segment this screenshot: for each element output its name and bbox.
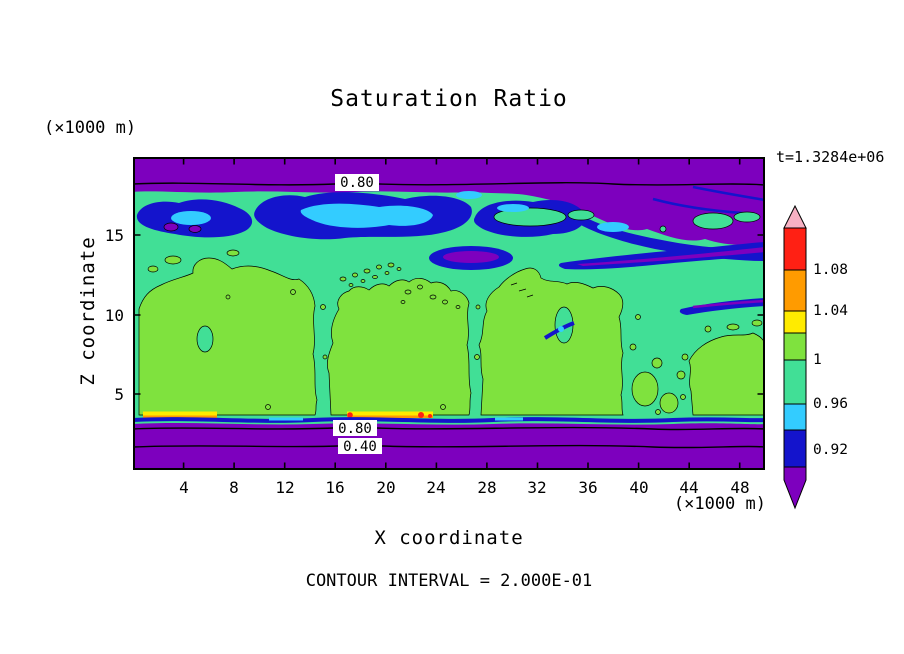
contour-line-080-upper	[133, 182, 765, 186]
colorbar-label: 0.92	[813, 442, 848, 458]
colorbar-labels: 1.08 1.04 1 0.96 0.92	[813, 262, 848, 458]
y-tick-label: 15	[104, 226, 124, 245]
contour-label-040-lower: 0.40	[343, 439, 377, 455]
x-axis-title: X coordinate	[374, 527, 524, 549]
page-title: Saturation Ratio	[330, 86, 568, 112]
x-axis-units: (×1000 m)	[673, 494, 766, 514]
upper-purple-band	[133, 157, 765, 246]
x-tick-label: 24	[426, 478, 446, 497]
x-tick-label: 36	[578, 478, 598, 497]
contour-speckles	[147, 249, 763, 415]
contour-labels: 0.80 0.80 0.40	[333, 174, 382, 455]
x-tick-label: 16	[325, 478, 345, 497]
y-tick-label: 10	[104, 306, 124, 325]
time-annotation: t=1.3284e+06	[776, 148, 885, 166]
y-tick-label: 5	[114, 385, 124, 404]
axis-ticks	[133, 157, 765, 470]
contour-line-080-lower	[133, 426, 765, 431]
lower-purple-band	[133, 417, 765, 470]
x-tick-label: 4	[179, 478, 189, 497]
x-tick-label: 44	[679, 478, 699, 497]
x-tick-label: 20	[376, 478, 396, 497]
x-tick-label: 12	[275, 478, 295, 497]
x-tick-label: 48	[730, 478, 750, 497]
purple-band-blue-wisps	[652, 185, 765, 215]
colorbar: 1.08 1.04 1 0.96 0.92	[783, 204, 848, 510]
colorbar-label: 0.96	[813, 396, 848, 412]
x-tick-label: 8	[229, 478, 239, 497]
supersaturation-blobs	[138, 257, 765, 416]
saturation-contour-plot: 0.80 0.80 0.40	[133, 157, 765, 470]
colorbar-label: 1.04	[813, 303, 848, 319]
cloud-layer	[136, 191, 765, 340]
contour-line-040-lower	[133, 444, 765, 449]
colorbar-label: 1	[813, 352, 822, 368]
x-tick-label: 32	[527, 478, 547, 497]
plot-frame	[133, 157, 765, 470]
x-tick-label: 40	[629, 478, 649, 497]
contour-label-080-upper: 0.80	[340, 175, 374, 191]
colorbar-label: 1.08	[813, 262, 848, 278]
contour-label-080-lower: 0.80	[338, 421, 372, 437]
y-axis-units: (×1000 m)	[44, 118, 137, 138]
colorbar-cells	[783, 204, 807, 510]
surface-supersaturation-streaks	[143, 411, 433, 418]
x-tick-label: 28	[477, 478, 497, 497]
contour-interval-note: CONTOUR INTERVAL = 2.000E-01	[305, 571, 593, 591]
